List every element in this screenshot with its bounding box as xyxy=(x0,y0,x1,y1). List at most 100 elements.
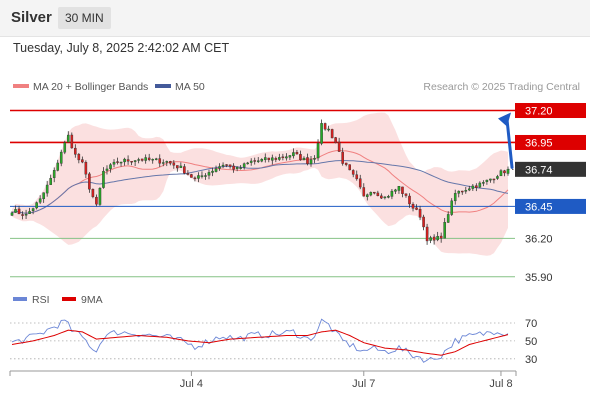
candle-up xyxy=(197,175,200,179)
candle-down xyxy=(130,161,133,163)
candle-down xyxy=(81,159,84,163)
last-price-tag xyxy=(515,161,586,177)
candle-down xyxy=(176,165,179,169)
candle-up xyxy=(292,152,295,157)
rsi-ma-legend-swatch xyxy=(62,297,76,301)
candle-up xyxy=(218,166,221,169)
candle-down xyxy=(425,226,429,242)
rsi-ma-legend-label: 9MA xyxy=(81,294,103,306)
rsi-legend: RSI 9MA xyxy=(13,294,103,306)
resistance-tag xyxy=(515,134,586,150)
candle-down xyxy=(432,236,436,241)
resistance-tag xyxy=(515,103,586,119)
ma20-legend-label: MA 20 + Bollinger Bands xyxy=(33,81,148,93)
candle-down xyxy=(183,166,186,174)
candle-down xyxy=(95,196,98,205)
candle-up xyxy=(35,202,38,209)
candle-down xyxy=(21,214,24,216)
candle-up xyxy=(66,134,70,143)
forecast-arrow-head xyxy=(498,112,511,127)
rsi-panel: 70 50 30 xyxy=(10,318,537,366)
candle-up xyxy=(56,162,60,171)
candle-up xyxy=(137,159,140,161)
support-tag xyxy=(515,198,586,214)
support-label: 36.45 xyxy=(525,201,553,213)
resistance-label: 36.95 xyxy=(525,137,553,149)
candle-down xyxy=(74,147,77,155)
price-panel: 37.20 36.95 36.74 36.45 36.20 35.90 xyxy=(10,103,586,284)
candle-down xyxy=(351,170,355,175)
candle-down xyxy=(341,151,344,164)
candle-up xyxy=(235,167,239,170)
candle-up xyxy=(489,178,492,181)
candle-up xyxy=(285,156,288,159)
candle-up xyxy=(14,209,17,213)
candle-up xyxy=(24,214,28,216)
candle-up xyxy=(485,179,489,182)
candle-down xyxy=(348,164,351,171)
candle-up xyxy=(464,190,468,192)
support-target-label: 35.90 xyxy=(525,272,553,284)
candle-up xyxy=(397,186,401,191)
candle-up xyxy=(499,170,503,177)
candle-up xyxy=(482,182,485,184)
timeframe-badge[interactable]: 30 MIN xyxy=(58,7,111,29)
rsi-legend-label: RSI xyxy=(32,294,50,306)
candle-up xyxy=(154,158,158,160)
candle-down xyxy=(323,123,327,130)
candle-down xyxy=(281,156,285,159)
forecast-arrow-shaft xyxy=(505,118,514,169)
time-axis-label: Jul 8 xyxy=(489,378,512,390)
candle-up xyxy=(478,182,482,188)
candle-down xyxy=(88,173,91,190)
candle-up xyxy=(63,142,67,153)
candle-down xyxy=(362,187,366,197)
candle-up xyxy=(506,169,510,174)
candle-up xyxy=(429,237,432,241)
candle-down xyxy=(267,157,271,160)
rsi-ma-line xyxy=(11,329,509,356)
candle-down xyxy=(422,216,425,228)
resistance-label: 37.20 xyxy=(525,106,553,118)
candle-up xyxy=(327,128,330,131)
candle-down xyxy=(337,141,341,152)
candle-down xyxy=(232,165,235,170)
candle-up xyxy=(59,151,63,164)
candle-up xyxy=(302,157,306,161)
bollinger-band xyxy=(12,112,508,256)
time-axis-label: Jul 7 xyxy=(352,378,375,390)
candle-up xyxy=(31,208,35,211)
candle-up xyxy=(320,123,323,144)
candle-up xyxy=(443,222,446,239)
candle-up xyxy=(211,170,214,173)
candle-down xyxy=(460,190,464,193)
rsi-level-label: 70 xyxy=(525,318,537,330)
candle-down xyxy=(439,235,443,239)
candle-down xyxy=(380,195,383,199)
last-price-label: 36.74 xyxy=(525,164,553,176)
candle-up xyxy=(246,162,249,165)
candle-up xyxy=(123,158,126,163)
ma20-legend-swatch xyxy=(13,84,29,88)
candle-up xyxy=(204,175,207,177)
candle-up xyxy=(214,168,218,172)
candle-down xyxy=(503,170,506,174)
legend: MA 20 + Bollinger Bands MA 50 Research ©… xyxy=(13,81,580,93)
candle-down xyxy=(418,208,422,218)
candle-up xyxy=(28,211,31,214)
candle-up xyxy=(316,143,320,159)
candle-down xyxy=(190,174,193,178)
candle-down xyxy=(77,153,81,161)
candle-up xyxy=(221,164,225,167)
candle-up xyxy=(278,157,281,160)
candle-down xyxy=(116,161,119,163)
candle-up xyxy=(133,160,137,162)
candle-up xyxy=(450,200,454,215)
header-bar: Silver 30 MIN xyxy=(0,0,590,37)
candle-down xyxy=(306,157,309,165)
candle-up xyxy=(45,184,49,194)
candle-down xyxy=(344,162,348,165)
candle-down xyxy=(299,154,302,161)
rsi-legend-swatch xyxy=(13,297,27,301)
